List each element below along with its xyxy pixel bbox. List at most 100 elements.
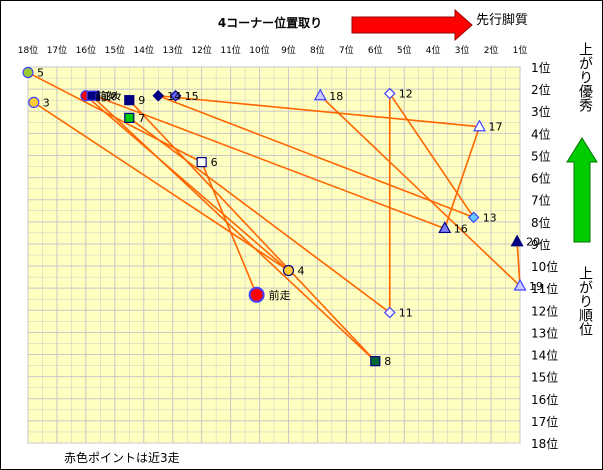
connector-line (128, 99, 376, 362)
data-point (438, 221, 452, 234)
point-label: 13 (483, 211, 497, 224)
y-tick-label: 3位 (531, 104, 551, 119)
data-point (383, 306, 396, 319)
point-label: 12 (399, 88, 413, 101)
point-label: 16 (454, 222, 468, 235)
x-tick-label: 4位 (426, 44, 441, 56)
y-tick-label: 4位 (531, 126, 551, 141)
y-tick-label: 5位 (531, 148, 551, 163)
footer-note: 赤色ポイントは近3走 (64, 451, 180, 465)
y-tick-label: 9位 (531, 237, 551, 252)
x-tick-label: 8位 (310, 44, 325, 56)
connector-line (158, 94, 480, 128)
x-axis-ticks: 18位 17位 16位 15位 14位 13位 12位 11位 10位 9位 8位 7位 6位 5位 4位 3… (18, 44, 528, 56)
data-point (196, 157, 207, 168)
y-tick-label: 12位 (531, 303, 558, 318)
x-tick-label: 13位 (162, 44, 182, 56)
y-tick-label: 16位 (531, 392, 558, 407)
x-tick-label: 16位 (76, 44, 96, 56)
data-points (22, 66, 527, 367)
y-tick-label: 10位 (531, 259, 558, 274)
y-tick-label: 1位 (531, 60, 551, 75)
point-label: 4 (297, 264, 304, 277)
connector-line (94, 95, 446, 230)
data-point (467, 211, 480, 224)
data-point (152, 89, 165, 102)
point-label: 20 (526, 236, 540, 249)
x-tick-label: 14位 (134, 44, 154, 56)
point-label: 5 (37, 67, 44, 80)
data-point (248, 286, 265, 303)
y-tick-label: 2位 (531, 82, 551, 97)
y-tick-label: 11位 (531, 281, 558, 296)
data-point (22, 66, 34, 79)
connector-line (200, 161, 258, 296)
connector-line (157, 95, 474, 219)
x-tick-label: 1位 (513, 44, 528, 56)
y-tick-label: 6位 (531, 171, 551, 186)
data-point (282, 264, 295, 277)
point-label: 前走 (269, 288, 291, 302)
x-tick-label: 12位 (191, 44, 211, 56)
connector-line (33, 101, 289, 272)
green-arrow-icon (566, 137, 598, 243)
x-tick-label: 10位 (249, 44, 269, 56)
x-tick-label: 6位 (368, 44, 383, 56)
y-tick-label: 18位 (531, 436, 558, 451)
connector-line (319, 95, 521, 287)
x-tick-label: 17位 (47, 44, 67, 56)
right-label-top: 上がり優秀 (577, 42, 593, 113)
x-tick-label: 5位 (397, 44, 412, 56)
connector-line (85, 95, 289, 272)
y-axis-ticks: 1位 2位 3位 4位 5位 6位 7位 8位 9位 10位 11位 12位 13位 14位 15位 16位 1… (531, 60, 558, 451)
data-point (86, 90, 97, 101)
data-point (472, 119, 486, 132)
point-label: 前々 (101, 89, 123, 103)
data-point (124, 95, 135, 106)
x-tick-label: 3位 (455, 44, 470, 56)
data-point (124, 112, 135, 123)
data-point (28, 96, 40, 108)
y-tick-label: 15位 (531, 370, 558, 385)
data-point (169, 89, 182, 102)
data-point (383, 87, 396, 100)
point-label: 14 (167, 90, 181, 103)
grid-lines (27, 66, 521, 444)
connector-line (91, 95, 376, 362)
y-tick-label: 14位 (531, 348, 558, 363)
x-tick-label: 11位 (220, 44, 240, 56)
y-tick-label: 17位 (531, 414, 558, 429)
point-label: 3 (43, 96, 50, 109)
point-label: 17 (488, 121, 502, 134)
point-label: 前々 (95, 89, 117, 103)
data-point (313, 88, 327, 101)
y-tick-label: 13位 (531, 325, 558, 340)
point-label: 8 (384, 355, 391, 368)
point-label: 6 (211, 156, 218, 169)
connector-line (516, 241, 521, 287)
point-label: 7 (138, 112, 145, 125)
data-point (370, 356, 381, 367)
point-label: 19 (529, 280, 543, 293)
chart-title: 4コーナー位置取り (218, 15, 322, 30)
point-label: 11 (399, 307, 413, 320)
x-tick-label: 9位 (281, 44, 296, 56)
point-label: 15 (185, 90, 199, 103)
red-arrow-icon (351, 8, 473, 42)
right-label-bottom: 上がり順位 (577, 266, 593, 336)
y-tick-label: 7位 (531, 193, 551, 208)
connector-line (443, 126, 481, 229)
connector-line (128, 117, 391, 314)
x-tick-label: 18位 (18, 44, 38, 56)
connector-lines (27, 71, 521, 362)
connector-line (389, 93, 475, 218)
x-tick-label: 15位 (105, 44, 125, 56)
arrow-left-label: 先行脚質 (476, 12, 528, 28)
data-point (513, 278, 527, 291)
x-tick-label: 2位 (484, 44, 499, 56)
data-point (510, 234, 524, 247)
x-tick-label: 7位 (339, 44, 354, 56)
y-tick-label: 8位 (531, 215, 551, 230)
